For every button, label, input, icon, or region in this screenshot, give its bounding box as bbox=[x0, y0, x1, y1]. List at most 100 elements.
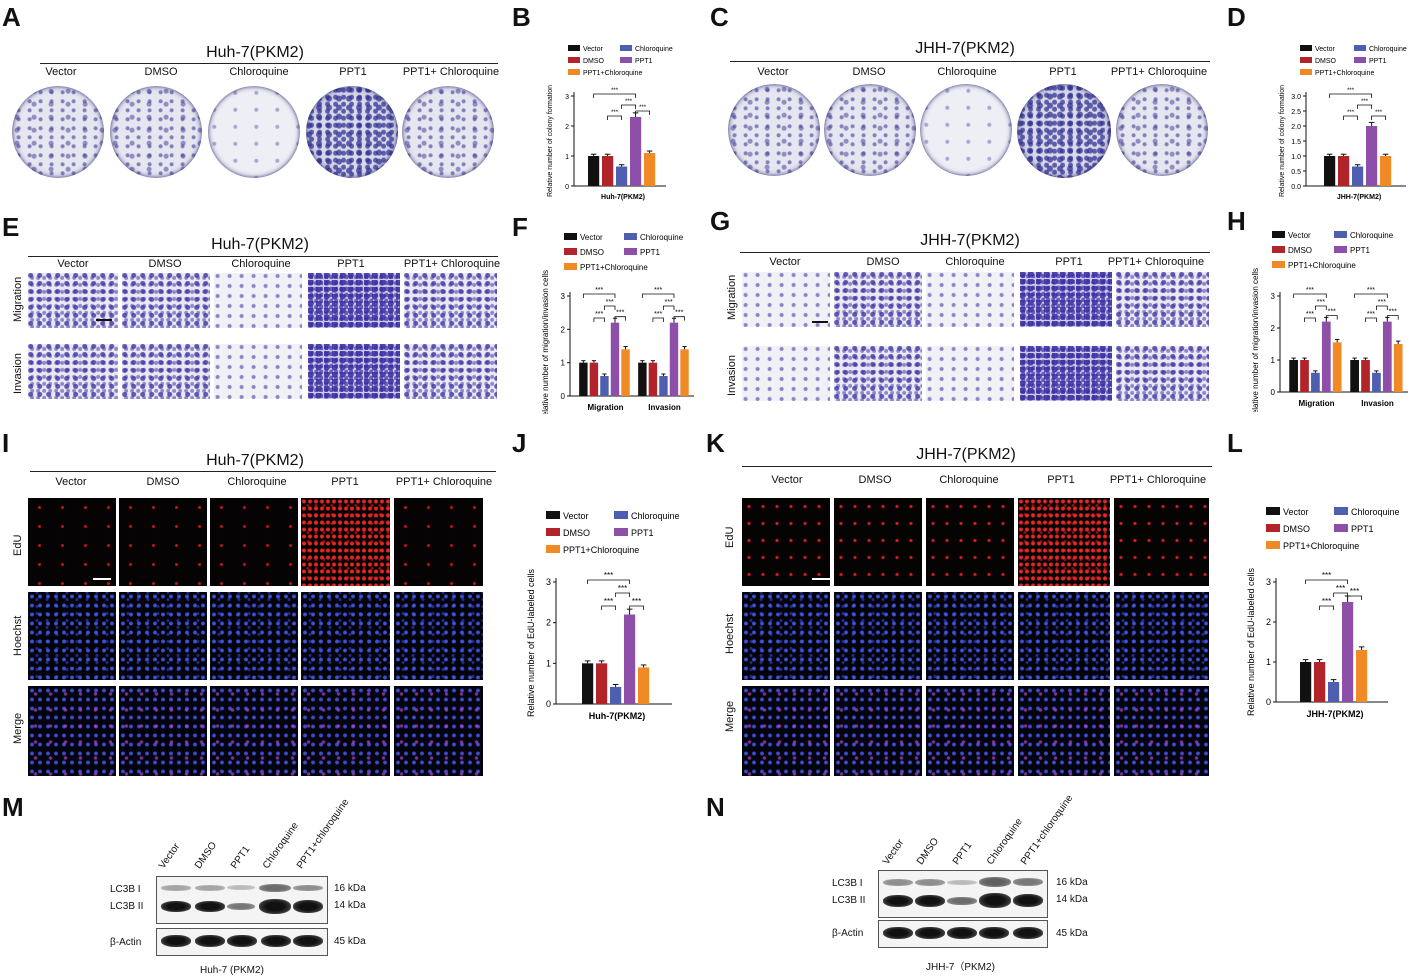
legend-label-h-0: Vector bbox=[1288, 231, 1311, 240]
y-tick-label-h-0: 0 bbox=[1271, 388, 1276, 397]
cond-e-2: Chloroquine bbox=[231, 258, 291, 270]
x-category-label-f-0: Migration bbox=[588, 403, 624, 412]
colony-dish-a-dmso bbox=[110, 86, 202, 178]
sig-bracket-f-0-2 bbox=[604, 305, 616, 310]
band-n-actin-2 bbox=[947, 927, 977, 939]
bar-l-0-0 bbox=[1300, 662, 1312, 702]
transwell-g-migration-vector bbox=[742, 272, 830, 327]
hoechst-i-ppt1 bbox=[301, 592, 390, 680]
hoechst-k-ppt1 bbox=[1018, 592, 1110, 680]
legend-swatch-d-4 bbox=[1300, 69, 1312, 75]
bar-f-1-3 bbox=[669, 322, 679, 396]
legend-label-h-3: PPT1 bbox=[1350, 246, 1371, 255]
y-tick-label-b-3: 3 bbox=[565, 94, 569, 101]
sig-label-f-1-2: *** bbox=[665, 299, 673, 306]
kda-m-16: 16 kDa bbox=[334, 883, 366, 894]
sig-bracket-h-1-2 bbox=[1376, 305, 1388, 310]
panel-letter-d: D bbox=[1227, 2, 1246, 32]
sig-bracket-f-1-3 bbox=[673, 316, 685, 321]
cond-a-3: PPT1 bbox=[339, 66, 367, 78]
legend-label-j-1: Chloroquine bbox=[631, 511, 680, 521]
cond-c-0: Vector bbox=[757, 66, 789, 78]
legend-label-j-3: PPT1 bbox=[631, 528, 654, 538]
row-label-e-migration: Migration bbox=[12, 276, 24, 322]
protein-label-n-lc3b1: LC3B I bbox=[832, 878, 863, 889]
edu-i-dmso bbox=[119, 498, 207, 586]
y-axis-label-l: Relative number of EdU-labeled cells bbox=[1246, 567, 1256, 716]
bar-chart-h: Vector Chloroquine DMSO PPT1 PPT1+Chloroquin… bbox=[1251, 231, 1408, 412]
legend-swatch-d-0 bbox=[1300, 45, 1312, 51]
y-axis-label-f: Relative number of migration/invasion ce… bbox=[541, 270, 550, 414]
band-n-lc3b2-4 bbox=[1013, 894, 1043, 907]
bar-j-0-3 bbox=[624, 614, 636, 704]
row-label-k-edu: EdU bbox=[724, 526, 736, 548]
sig-label-l-0-3: *** bbox=[1350, 587, 1359, 596]
y-tick-label-j-1: 1 bbox=[546, 658, 551, 668]
row-label-e-invasion: Invasion bbox=[12, 353, 24, 394]
panel-letter-i: I bbox=[2, 428, 10, 458]
bar-chart-f: Vector Chloroquine DMSO PPT1 PPT1+Chloroquin… bbox=[541, 233, 694, 414]
transwell-g-migration-chloroquine bbox=[926, 272, 1014, 327]
band-n-lc3b1-3 bbox=[979, 877, 1011, 887]
sig-label-h-0-0: *** bbox=[1306, 287, 1314, 294]
legend-swatch-d-3 bbox=[1354, 57, 1366, 63]
bar-l-0-2 bbox=[1328, 682, 1340, 702]
band-m-lc3b1-0 bbox=[161, 885, 191, 891]
band-m-actin-4 bbox=[293, 935, 323, 947]
sig-label-j-0-0: *** bbox=[604, 571, 613, 580]
cond-g-2: Chloroquine bbox=[945, 256, 1005, 268]
legend-swatch-b-0 bbox=[568, 45, 580, 51]
sig-label-j-0-3: *** bbox=[632, 597, 641, 606]
transwell-e-invasion-ppt1 bbox=[308, 344, 400, 399]
legend-swatch-f-4 bbox=[564, 263, 577, 270]
sig-label-h-0-2: *** bbox=[1317, 299, 1325, 306]
cond-i-1: DMSO bbox=[146, 476, 180, 488]
bar-b-0-4 bbox=[644, 153, 656, 186]
bar-d-0-2 bbox=[1352, 166, 1364, 186]
legend-swatch-j-2 bbox=[546, 528, 560, 536]
legend-swatch-f-1 bbox=[624, 233, 637, 240]
transwell-g-migration-ppt1-chloroquine bbox=[1116, 272, 1209, 327]
y-tick-label-b-1: 1 bbox=[565, 154, 569, 161]
legend-label-j-4: PPT1+Chloroquine bbox=[563, 545, 639, 555]
band-m-actin-3 bbox=[261, 935, 291, 947]
y-tick-label-d-3: 1.5 bbox=[1291, 139, 1301, 146]
sig-label-j-0-1: *** bbox=[604, 597, 613, 606]
sig-label-f-0-3: *** bbox=[616, 310, 624, 317]
transwell-e-invasion-ppt1-chloroquine bbox=[404, 344, 497, 399]
legend-label-f-0: Vector bbox=[580, 233, 603, 242]
title-rule-k bbox=[742, 466, 1212, 467]
sig-label-b-0-1: *** bbox=[611, 110, 619, 116]
lane-label-m-0: Vector bbox=[156, 841, 183, 871]
sig-bracket-d-0-0 bbox=[1329, 93, 1372, 98]
hoechst-k-ppt1-chloroquine bbox=[1114, 592, 1209, 680]
edu-i-chloroquine bbox=[210, 498, 298, 586]
panel-letter-f: F bbox=[512, 212, 528, 242]
transwell-e-invasion-chloroquine bbox=[214, 344, 302, 399]
bar-f-0-4 bbox=[621, 349, 630, 396]
transwell-g-migration-ppt1 bbox=[1020, 272, 1112, 327]
sig-bracket-l-0-0 bbox=[1305, 579, 1348, 584]
kda-m-45: 45 kDa bbox=[334, 936, 366, 947]
hoechst-i-dmso bbox=[119, 592, 207, 680]
bar-b-0-0 bbox=[588, 156, 600, 186]
transwell-e-migration-ppt1-chloroquine bbox=[404, 273, 497, 328]
x-category-label-f-1: Invasion bbox=[648, 403, 681, 412]
legend-label-b-0: Vector bbox=[583, 46, 604, 53]
sig-label-h-0-3: *** bbox=[1328, 309, 1336, 316]
blot-n-actin bbox=[878, 920, 1048, 948]
sig-bracket-h-0-1 bbox=[1304, 317, 1316, 322]
bar-h-1-1 bbox=[1361, 360, 1370, 392]
legend-label-d-4: PPT1+Chloroquine bbox=[1315, 70, 1374, 77]
blot-m-actin bbox=[156, 928, 328, 956]
bar-h-1-4 bbox=[1393, 344, 1403, 392]
scale-bar-i bbox=[93, 578, 111, 580]
legend-label-b-2: DMSO bbox=[583, 58, 605, 65]
bar-h-1-2 bbox=[1372, 372, 1381, 392]
legend-swatch-h-0 bbox=[1272, 231, 1285, 238]
group-title-a: Huh-7(PKM2) bbox=[206, 44, 304, 61]
cond-g-3: PPT1 bbox=[1055, 256, 1083, 268]
legend-label-b-1: Chloroquine bbox=[635, 46, 673, 53]
band-m-actin-1 bbox=[195, 935, 225, 947]
x-category-label-h-0: Migration bbox=[1299, 399, 1335, 408]
